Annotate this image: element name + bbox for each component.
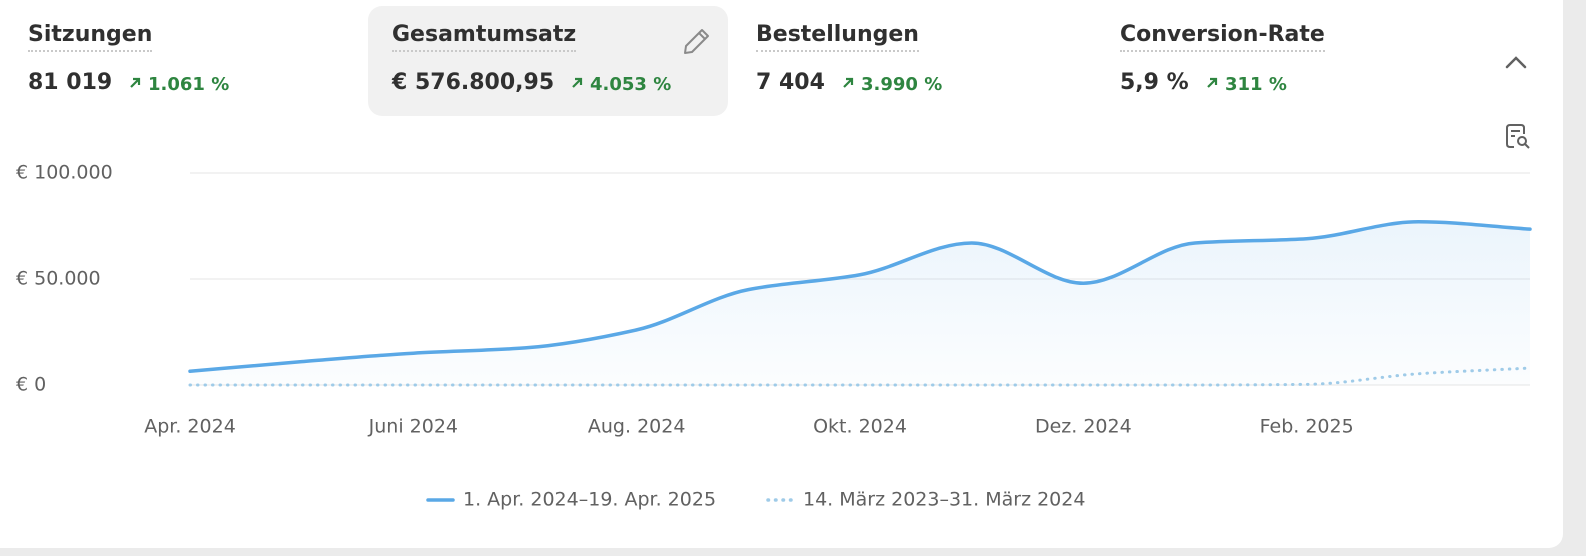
change-text: 4.053 % — [590, 74, 672, 95]
area — [190, 221, 1530, 385]
chart: € 0 € 50.000 € 100.000 Apr. 2024 Juni 2024 Au… — [16, 162, 1532, 511]
x-tick-label: Dez. 2024 — [1035, 416, 1132, 438]
x-tick-label: Aug. 2024 — [588, 416, 686, 438]
metric-value: 5,9 % — [1120, 70, 1189, 95]
change-text: 3.990 % — [861, 74, 943, 95]
metric-change: 1.061 % — [128, 74, 229, 95]
metric-value: 81 019 — [28, 70, 113, 95]
metric-tile[interactable]: Sitzungen 81 019 1.061 % — [4, 6, 364, 116]
metric-tile[interactable]: Conversion-Rate 5,9 % 311 % — [1096, 6, 1456, 116]
change-text: 1.061 % — [148, 74, 230, 95]
metric-tile[interactable]: Bestellungen 7 404 3.990 % — [732, 6, 1092, 116]
y-tick-label: € 100.000 — [16, 162, 113, 184]
up-arrow — [572, 77, 583, 88]
x-tick-label: Juni 2024 — [368, 416, 458, 438]
up-arrow — [130, 77, 141, 88]
up-arrow — [1207, 77, 1218, 88]
x-tick-label: Feb. 2025 — [1260, 416, 1354, 438]
metric-value: € 576.800,95 — [392, 70, 555, 95]
metric-label: Gesamtumsatz — [392, 22, 577, 52]
analytics-card: Sitzungen 81 019 1.061 % Gesamtumsatz € 576.… — [0, 0, 1563, 548]
metric-label: Conversion-Rate — [1120, 22, 1325, 52]
metric-change: 311 % — [1205, 74, 1287, 95]
legend-label: 1. Apr. 2024–19. Apr. 2025 — [463, 489, 716, 511]
metric-label: Sitzungen — [28, 22, 153, 52]
x-tick-label: Apr. 2024 — [144, 416, 236, 438]
metric-label: Bestellungen — [756, 22, 919, 52]
y-tick-label: € 0 — [16, 374, 46, 396]
metric-change: 3.990 % — [841, 74, 942, 95]
metric-change: 4.053 % — [570, 74, 671, 95]
line — [188, 220, 1532, 373]
legend-label: 14. März 2023–31. März 2024 — [803, 489, 1085, 511]
up-arrow — [843, 77, 854, 88]
line — [188, 366, 1532, 387]
metric-tile[interactable]: Gesamtumsatz € 576.800,95 4.053 % — [368, 6, 728, 116]
metric-value: 7 404 — [756, 70, 825, 95]
change-text: 311 % — [1225, 74, 1287, 95]
y-tick-label: € 50.000 — [16, 268, 101, 290]
x-tick-label: Okt. 2024 — [813, 416, 907, 438]
